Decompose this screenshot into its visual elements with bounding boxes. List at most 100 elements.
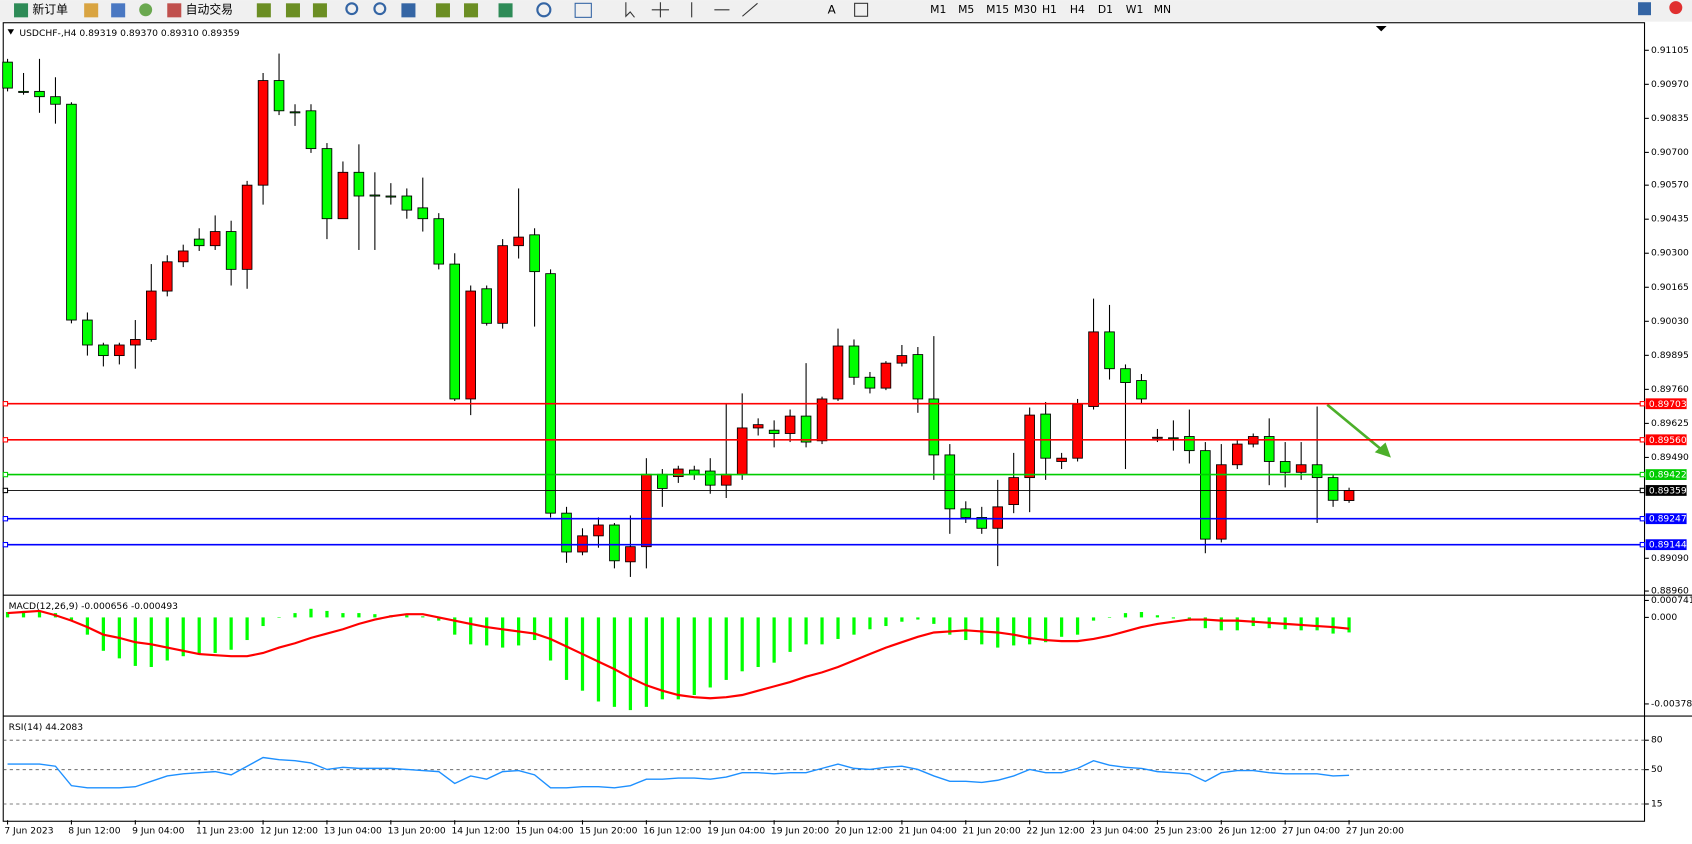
timeframes: M1 M5 M15 M30 H1 H4 D1 W1 MN [930,3,1171,16]
icon[interactable] [84,3,99,18]
candle-body [768,429,780,434]
icon[interactable] [401,3,416,18]
candle-body [513,236,524,247]
candle-body [976,517,988,529]
candle-body [417,207,429,220]
timeframe-button[interactable]: M5 [958,3,974,16]
icon[interactable] [312,3,327,18]
histogram-bar [708,617,712,688]
level-handle [1639,516,1646,522]
histogram-bar [357,613,361,618]
arrow-head [1374,442,1391,458]
histogram-bar [277,617,281,618]
histogram-bar [1347,617,1351,633]
y-tick-label: 0.90165 [1651,282,1689,293]
level-handle [2,487,9,494]
histogram-bar [69,617,74,621]
histogram-bar [1123,613,1128,618]
candle-body [449,263,461,400]
histogram-bar [948,617,952,635]
timeframe-button[interactable]: M15 [986,3,1009,16]
histogram-bar [485,617,489,646]
timeframe-button[interactable]: H4 [1070,3,1085,16]
candle-body [992,506,1004,529]
x-tick-label: 22 Jun 12:00 [1026,825,1084,836]
candle-body [1168,437,1179,440]
x-tick-label: 21 Jun 04:00 [899,825,957,836]
candle-body [960,508,972,518]
x-tick-label: 15 Jun 20:00 [579,825,637,836]
timeframe-button[interactable]: W1 [1126,3,1144,16]
icon[interactable] [139,3,153,17]
text-tool[interactable]: A [828,2,837,16]
rsi-line [7,756,1350,789]
level-handle [2,471,9,478]
histogram-bar [1315,617,1319,631]
candle-body [912,354,924,400]
crosshair-icon[interactable] [651,2,670,18]
candle-body [193,238,205,247]
candle-body [1088,331,1099,407]
candle-body [816,398,828,442]
timeframe-button[interactable]: M1 [930,3,946,16]
icon[interactable] [285,3,300,18]
candle-body [130,339,141,346]
histogram-bar [756,617,760,667]
icon[interactable] [498,3,513,18]
label-tool[interactable] [854,2,869,17]
histogram-bar [772,617,776,663]
indicator-title: MACD(12,26,9) -0.000656 -0.000493 [9,601,179,612]
candle-body [928,398,940,456]
candle-body [529,234,540,273]
x-tick-label: 21 Jun 20:00 [963,825,1021,836]
new-order-icon[interactable] [14,3,29,18]
level-handle [1639,487,1646,494]
level-handle [2,401,9,407]
zoom-out[interactable] [373,2,387,16]
histogram-bar [373,614,377,618]
icon[interactable] [111,3,126,18]
new-order-button[interactable]: 新订单 [32,2,68,16]
level-label-bg [1645,485,1687,496]
timeframe-button[interactable]: MN [1154,3,1171,16]
shift-marker [1375,25,1387,32]
candle-body [1231,443,1243,466]
histogram-bar [916,617,920,620]
auto-trade-button[interactable]: 自动交易 [186,2,233,16]
candle-body [880,362,892,389]
icon[interactable] [435,3,450,18]
level-handle [2,437,9,443]
notification-badge[interactable] [1669,1,1683,15]
candle-body [321,148,333,220]
icon[interactable] [464,3,479,18]
search-icon[interactable] [1638,2,1651,16]
candle-body [433,218,445,265]
histogram-bar [788,617,792,652]
candle-body [800,415,812,443]
x-tick-label: 25 Jun 23:00 [1154,825,1212,836]
level-handle [1639,541,1646,548]
candle-body [66,103,77,321]
histogram-bar [5,612,10,618]
icon[interactable] [256,3,271,18]
timeframe-button[interactable]: H1 [1042,3,1057,16]
histogram-bar [676,617,680,700]
zoom-in[interactable] [345,2,359,16]
x-tick-label: 27 Jun 04:00 [1282,825,1340,836]
candle-body [1040,413,1051,459]
icon[interactable] [574,2,592,18]
timeframe-button[interactable]: D1 [1098,3,1113,16]
x-tick-label: 13 Jun 20:00 [388,825,446,836]
auto-trade-icon[interactable] [167,3,182,18]
level-handle [1639,437,1646,443]
timeframe-button[interactable]: M30 [1014,3,1037,16]
histogram-bar [804,617,808,645]
line-tools[interactable] [691,2,758,18]
level-label-bg [1645,398,1687,410]
level-label: 0.89247 [1649,514,1687,525]
candle-body [688,469,700,475]
histogram-bar [836,617,840,639]
clock-icon[interactable] [536,2,552,18]
cursor-icon[interactable] [625,2,635,18]
